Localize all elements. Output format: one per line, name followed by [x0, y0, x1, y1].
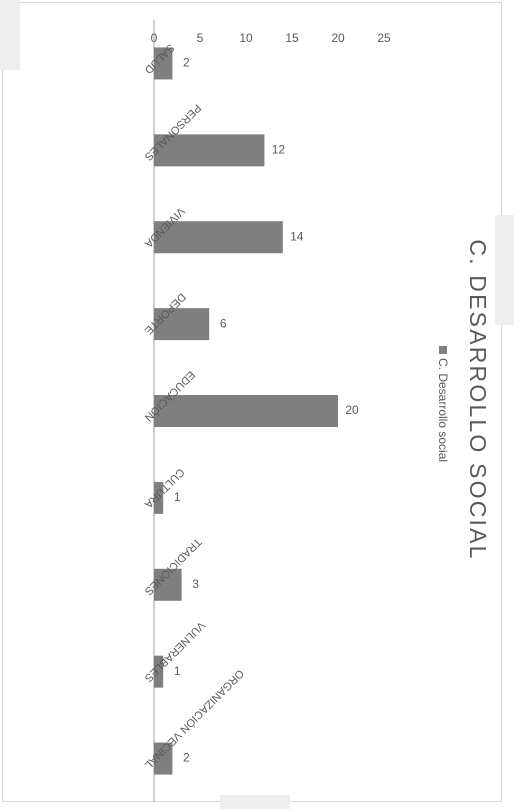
bar — [154, 568, 182, 601]
value-tick-label: 0 — [151, 31, 158, 45]
value-tick-label: 15 — [285, 31, 299, 45]
chart-title: C. DESARROLLO SOCIAL — [465, 239, 491, 560]
bar — [153, 742, 173, 775]
data-label: 2 — [183, 56, 190, 70]
bar — [154, 655, 164, 688]
bar — [153, 47, 173, 80]
value-tick-label: 5 — [197, 31, 204, 45]
value-tick-label: 10 — [239, 31, 253, 45]
bar — [154, 395, 338, 427]
watermark-shape — [220, 795, 290, 809]
data-label: 14 — [290, 229, 304, 243]
bar — [154, 481, 164, 514]
data-label: 3 — [192, 577, 199, 591]
data-label: 2 — [183, 751, 190, 765]
data-label: 1 — [174, 664, 181, 678]
chart-marks: 0 5 10 15 20 252SALUD12PERSONALES14VIVIENDA6D… — [141, 20, 391, 802]
data-label: 1 — [174, 490, 181, 504]
watermark-shape — [0, 0, 20, 70]
data-label: 12 — [272, 143, 286, 157]
legend-swatch — [439, 346, 447, 354]
bar — [154, 221, 283, 254]
data-label: 6 — [220, 316, 227, 330]
data-label: 20 — [345, 403, 359, 417]
value-tick-label: 20 — [331, 31, 345, 45]
legend-label: C. Desarrollo social — [436, 358, 450, 462]
watermark-shape — [495, 215, 514, 325]
rotated-chart-group: 0 5 10 15 20 252SALUD12PERSONALES14VIVIENDA6D… — [141, 20, 491, 802]
bar — [154, 308, 210, 341]
value-tick-label: 25 — [377, 31, 391, 45]
bar — [153, 134, 265, 167]
